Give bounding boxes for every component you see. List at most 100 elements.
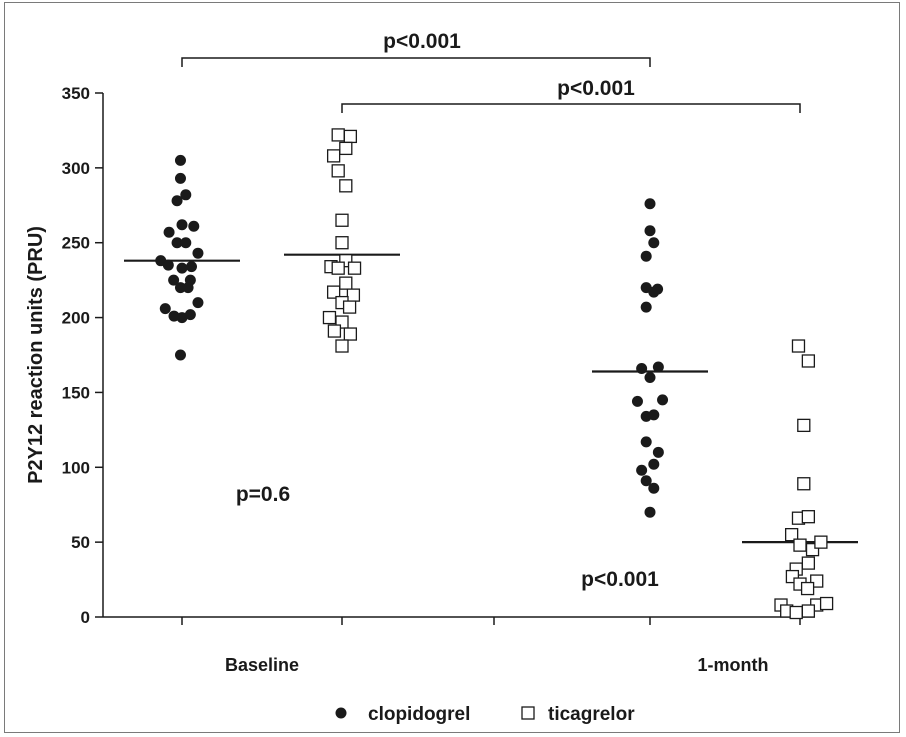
point-ticagrelor-1-month-5 [801,510,816,524]
y-tick-label-250: 250 [62,234,90,253]
point-clopidogrel-baseline-8 [180,237,192,249]
point-clopidogrel-baseline-21 [176,312,188,324]
bracket-clopidogrel [181,57,651,67]
point-ticagrelor-1-month-10 [801,556,816,570]
category-label-1-month: 1-month [698,655,769,675]
month-between-pvalue: p<0.001 [581,568,659,591]
y-axis-label: P2Y12 reaction units (PRU) [25,226,47,484]
point-clopidogrel-baseline-4 [163,226,175,238]
point-clopidogrel-baseline-6 [188,220,200,232]
point-ticagrelor-baseline-7 [335,236,349,250]
point-ticagrelor-1-month-18 [819,596,834,611]
significance-brackets [181,57,801,113]
y-tick-label-0: 0 [81,608,90,627]
point-clopidogrel-baseline-18 [192,297,204,309]
point-ticagrelor-1-month-2 [797,418,811,433]
legend-marker-ticagrelor [521,706,535,720]
point-ticagrelor-baseline-16 [342,300,357,314]
point-ticagrelor-baseline-21 [335,339,349,353]
y-tick-label-350: 350 [62,84,90,103]
point-ticagrelor-baseline-3 [326,149,341,163]
point-clopidogrel-1-month-3 [640,250,652,262]
y-tick-label-150: 150 [62,383,90,402]
point-ticagrelor-1-month-0 [791,339,806,353]
point-ticagrelor-1-month-9 [814,535,828,549]
legend-label-clopidogrel: clopidogrel [368,704,470,725]
point-ticagrelor-baseline-14 [346,288,361,302]
point-clopidogrel-1-month-1 [644,225,656,237]
point-ticagrelor-baseline-2 [339,141,353,156]
y-tick-label-200: 200 [62,309,90,328]
point-ticagrelor-1-month-15 [800,581,815,596]
point-clopidogrel-baseline-0 [174,154,186,166]
bracket-clopidogrel-pvalue: p<0.001 [383,30,461,53]
point-ticagrelor-baseline-6 [335,213,349,227]
point-clopidogrel-baseline-23 [174,349,186,361]
point-ticagrelor-baseline-12 [339,276,353,290]
point-clopidogrel-1-month-19 [640,475,652,487]
legend: clopidogrel ticagrelor [335,704,635,725]
point-ticagrelor-1-month-3 [797,477,811,491]
point-clopidogrel-1-month-20 [648,482,660,494]
point-clopidogrel-1-month-7 [640,301,652,313]
y-tick-label-100: 100 [62,458,90,477]
point-ticagrelor-baseline-5 [339,179,353,193]
x-ticks [181,617,801,625]
point-clopidogrel-baseline-3 [180,189,192,201]
point-clopidogrel-1-month-6 [652,283,664,295]
point-clopidogrel-1-month-11 [631,395,643,407]
point-ticagrelor-baseline-19 [327,324,342,338]
point-ticagrelor-baseline-11 [347,261,362,275]
legend-label-ticagrelor: ticagrelor [548,704,635,725]
point-clopidogrel-baseline-9 [192,247,204,259]
point-ticagrelor-baseline-17 [322,310,337,325]
category-label-baseline: Baseline [225,655,299,675]
figure-frame [4,2,900,733]
point-clopidogrel-1-month-0 [644,198,656,210]
baseline-between-pvalue: p=0.6 [236,483,290,506]
point-clopidogrel-baseline-22 [184,309,196,321]
point-clopidogrel-baseline-13 [186,261,197,273]
point-clopidogrel-1-month-2 [648,237,660,249]
y-tick-label-50: 50 [71,533,90,552]
point-clopidogrel-1-month-10 [644,371,656,383]
point-clopidogrel-baseline-19 [159,303,171,315]
point-ticagrelor-baseline-1 [343,129,358,144]
point-clopidogrel-baseline-14 [168,274,180,286]
point-ticagrelor-baseline-4 [331,164,345,178]
point-clopidogrel-1-month-17 [648,458,660,470]
point-clopidogrel-1-month-14 [648,409,660,421]
point-clopidogrel-baseline-17 [182,282,194,294]
point-clopidogrel-baseline-16 [174,282,186,294]
point-ticagrelor-1-month-20 [789,605,803,620]
point-clopidogrel-1-month-8 [636,362,648,374]
point-ticagrelor-1-month-7 [793,538,807,552]
point-clopidogrel-1-month-21 [644,506,656,518]
point-clopidogrel-baseline-11 [162,259,174,271]
point-ticagrelor-1-month-1 [801,354,816,368]
point-clopidogrel-1-month-12 [657,394,669,406]
point-ticagrelor-baseline-0 [331,128,345,142]
median-lines [124,253,858,544]
point-ticagrelor-baseline-10 [331,261,345,275]
point-clopidogrel-1-month-16 [652,446,664,458]
y-ticks: 0 50 100 150 200 250 300 350 [62,84,103,627]
point-ticagrelor-baseline-13 [326,285,341,299]
bracket-ticagrelor [341,103,801,113]
legend-marker-clopidogrel [335,707,347,719]
data-points [155,128,834,620]
point-ticagrelor-baseline-20 [343,327,358,341]
point-clopidogrel-baseline-1 [174,172,186,184]
bracket-ticagrelor-pvalue: p<0.001 [557,77,635,100]
axes [102,93,815,618]
point-clopidogrel-1-month-15 [640,436,652,448]
y-tick-label-300: 300 [62,159,90,178]
point-clopidogrel-baseline-2 [171,195,183,207]
point-clopidogrel-1-month-9 [652,361,664,373]
point-ticagrelor-1-month-21 [801,604,816,618]
point-ticagrelor-1-month-6 [784,528,799,542]
point-clopidogrel-baseline-12 [176,262,188,274]
point-clopidogrel-1-month-18 [636,464,648,476]
point-clopidogrel-baseline-5 [176,219,188,231]
